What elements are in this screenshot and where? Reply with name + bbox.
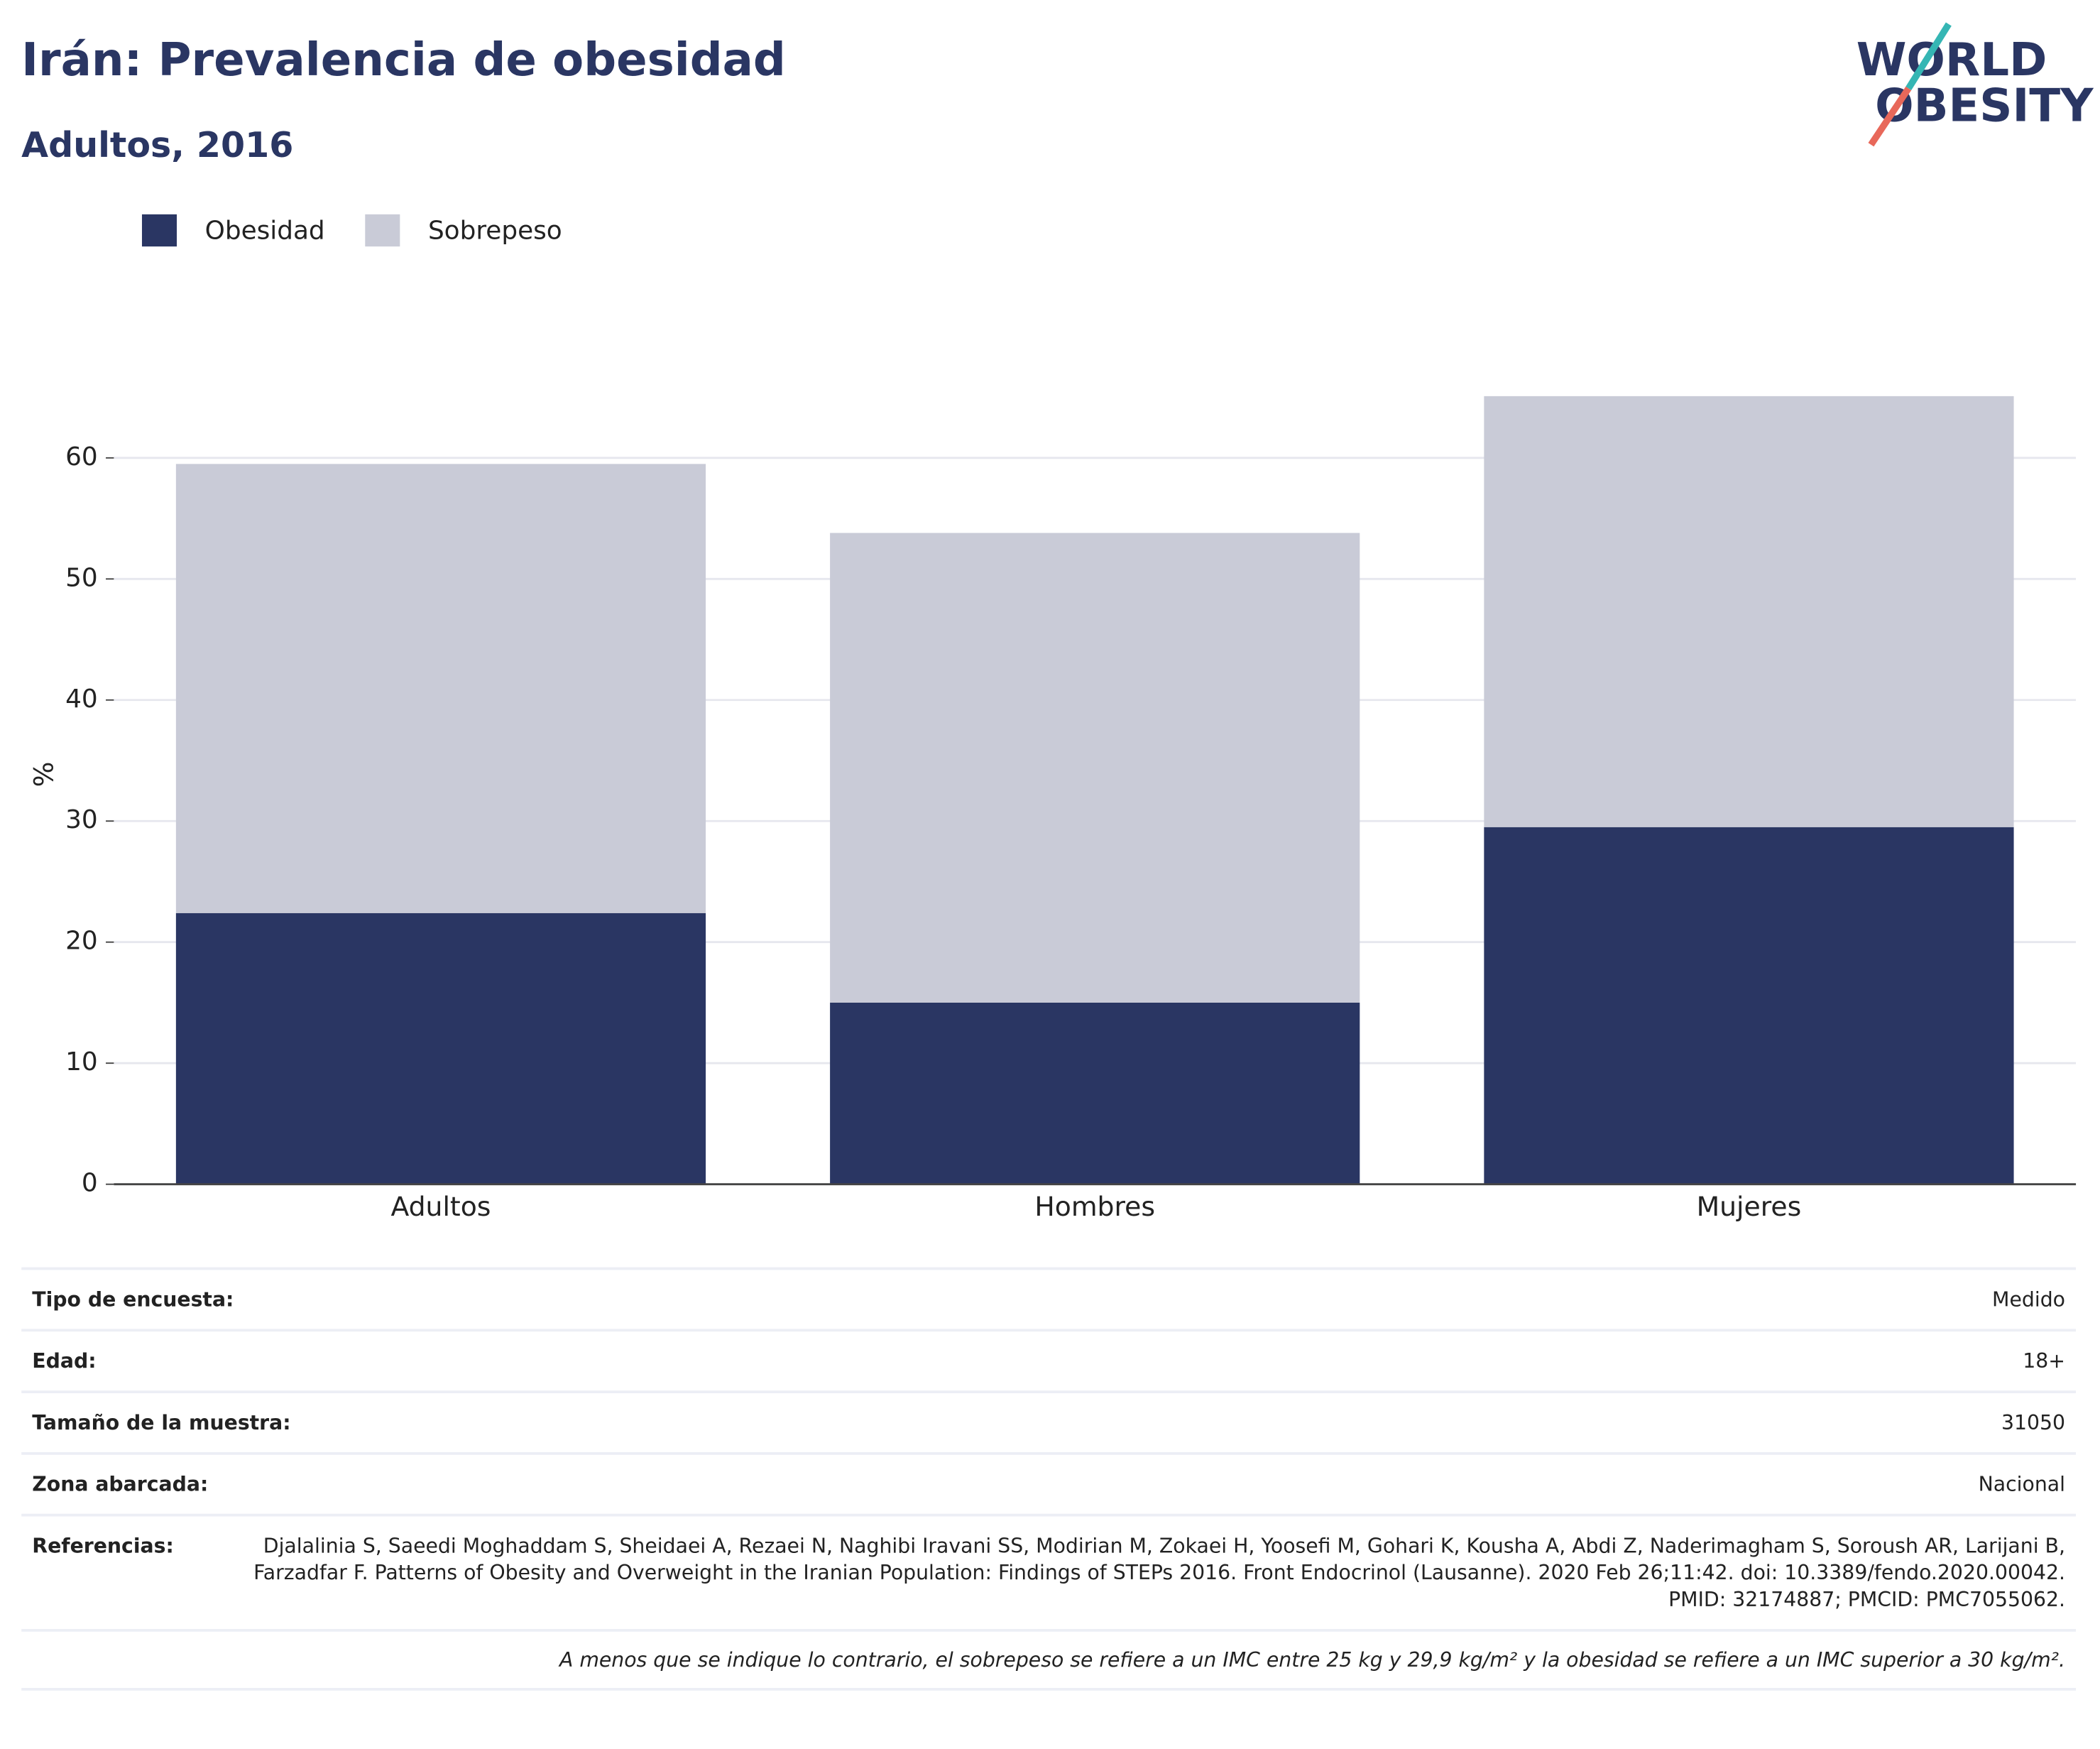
info-value: Nacional	[1978, 1472, 2065, 1497]
info-value: Djalalinia S, Saeedi Moghaddam S, Sheida…	[253, 1534, 2065, 1612]
bar-segment	[175, 464, 706, 913]
footnote: A menos que se indique lo contrario, el …	[21, 1628, 2077, 1691]
bar-segment	[830, 533, 1360, 1003]
info-key: Tipo de encuesta:	[32, 1287, 234, 1312]
y-tick-label: 50	[65, 563, 98, 592]
y-tick-label: 60	[65, 442, 98, 472]
info-row: Tamaño de la muestra: 31050	[21, 1390, 2077, 1452]
info-row: Referencias: Djalalinia S, Saeedi Moghadd…	[21, 1513, 2077, 1629]
info-row: Tipo de encuesta: Medido	[21, 1267, 2077, 1329]
legend-swatch	[365, 214, 400, 247]
info-key: Zona abarcada:	[32, 1472, 209, 1497]
x-tick-label: Hombres	[1034, 1191, 1155, 1222]
info-table: Tipo de encuesta: Medido Edad: 18+ Tamaño de…	[21, 1267, 2077, 1691]
logo-slash	[1868, 86, 1912, 147]
chart-title: Irán: Prevalencia de obesidad	[21, 33, 786, 87]
legend-label: Sobrepeso	[428, 216, 562, 245]
y-tick-label: 0	[82, 1169, 98, 1198]
y-tick-label: 30	[65, 805, 98, 834]
chart: Irán: Prevalencia de obesidad Adultos, 2…	[21, 22, 2094, 1222]
info-key: Tamaño de la muestra:	[32, 1410, 291, 1435]
chart-subtitle: Adultos, 2016	[21, 124, 293, 165]
info-key: Edad:	[32, 1348, 97, 1373]
info-value: 18+	[2023, 1348, 2065, 1373]
info-value: Medido	[1992, 1287, 2065, 1312]
bar-segment	[1484, 827, 2014, 1184]
legend-swatch	[141, 214, 177, 247]
info-value: 31050	[2001, 1410, 2065, 1435]
logo-slash	[1905, 22, 1952, 91]
bar-segment	[1484, 396, 2014, 827]
legend-label: Obesidad	[205, 216, 325, 245]
bar-segment	[175, 912, 706, 1184]
bar-segment	[830, 1002, 1360, 1184]
logo-text: WORLD	[1856, 33, 2047, 87]
info-row: Edad: 18+	[21, 1329, 2077, 1390]
x-tick-label: Mujeres	[1697, 1191, 1802, 1222]
y-tick-label: 10	[65, 1047, 98, 1077]
y-tick-label: 40	[65, 685, 98, 714]
info-row: Zona abarcada: Nacional	[21, 1451, 2077, 1514]
info-key: Referencias:	[32, 1534, 174, 1558]
y-tick-label: 20	[65, 927, 98, 956]
y-axis-label: %	[28, 761, 60, 787]
x-tick-label: Adultos	[390, 1191, 491, 1222]
